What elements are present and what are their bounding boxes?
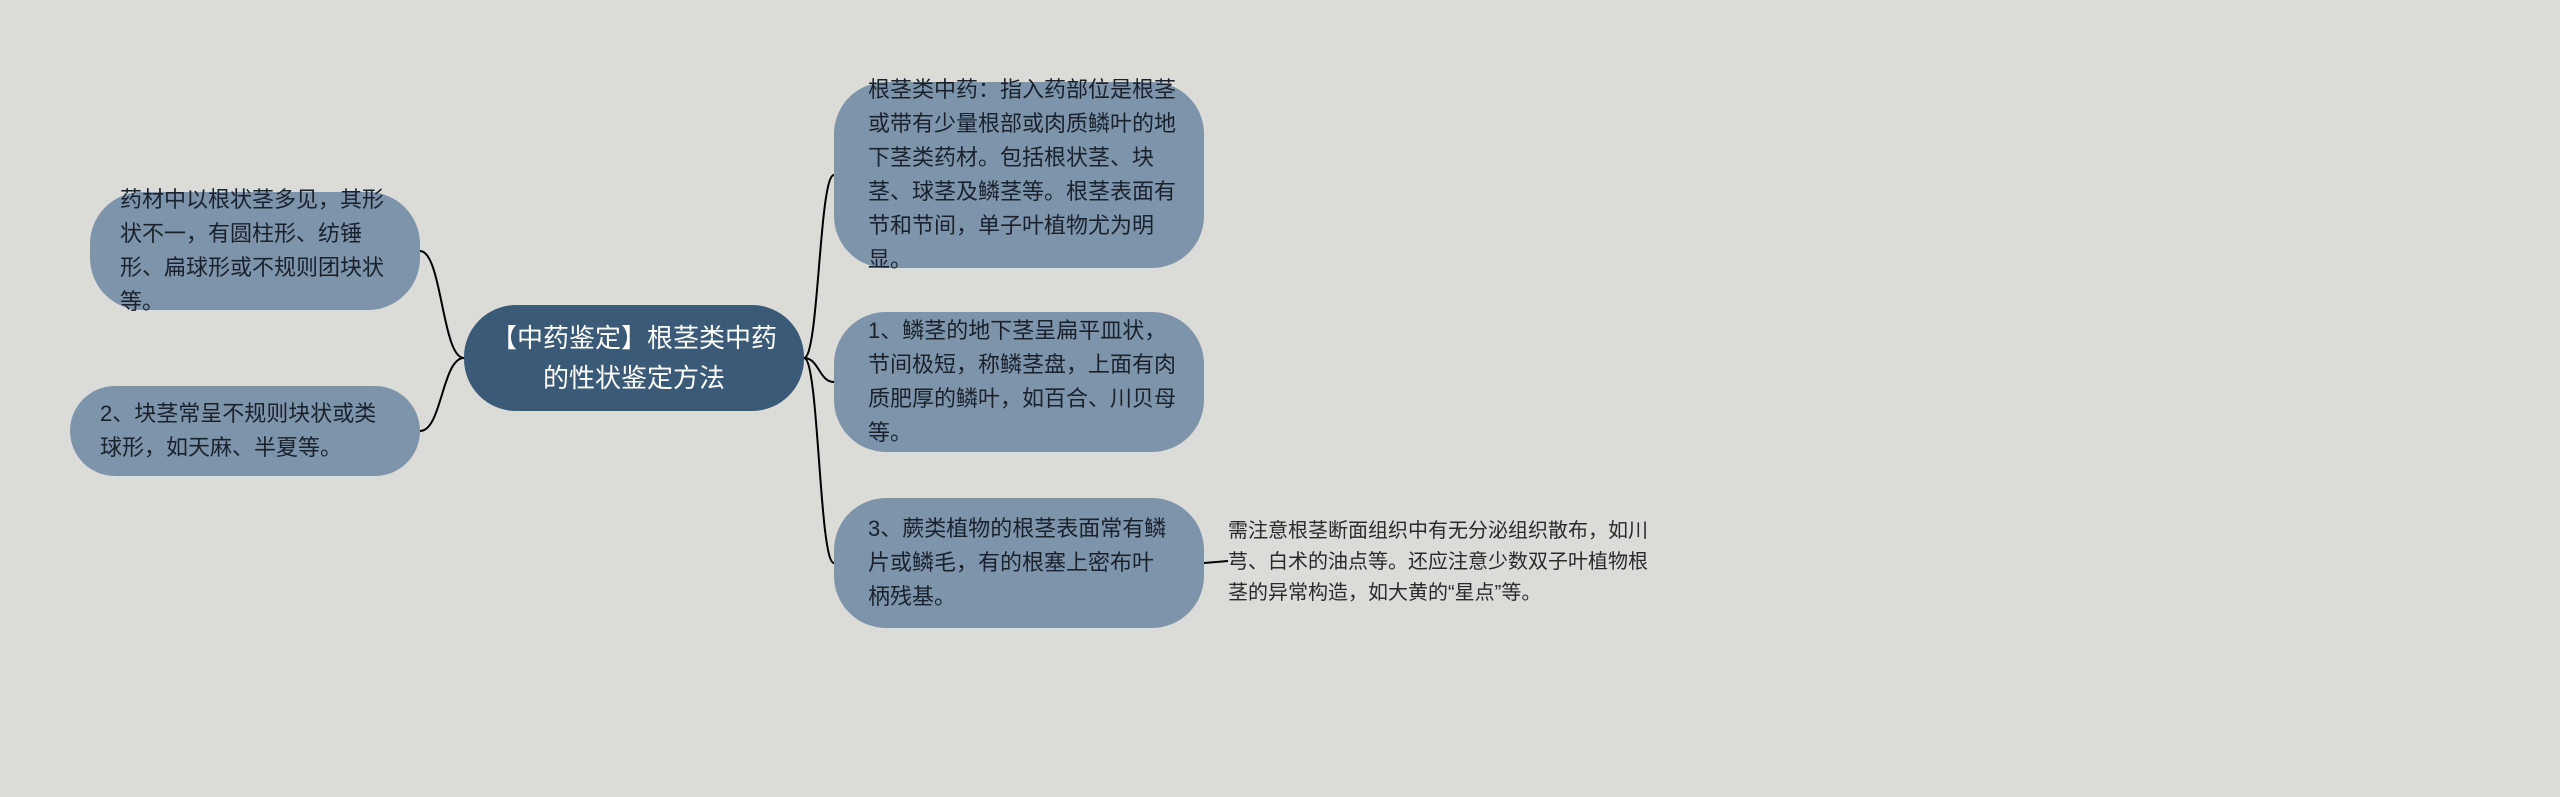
- connector: [1204, 561, 1228, 563]
- mindmap-canvas: 【中药鉴定】根茎类中药的性状鉴定方法 药材中以根状茎多见，其形状不一，有圆柱形、…: [0, 0, 2560, 797]
- branch-left-2[interactable]: 2、块茎常呈不规则块状或类球形，如天麻、半夏等。: [70, 386, 420, 476]
- connector: [804, 175, 834, 358]
- branch-right-1-label: 根茎类中药：指入药部位是根茎或带有少量根部或肉质鳞叶的地下茎类药材。包括根状茎、…: [868, 73, 1178, 278]
- center-node[interactable]: 【中药鉴定】根茎类中药的性状鉴定方法: [464, 305, 804, 411]
- branch-left-1[interactable]: 药材中以根状茎多见，其形状不一，有圆柱形、纺锤形、扁球形或不规则团块状等。: [90, 192, 420, 310]
- branch-right-2[interactable]: 1、鳞茎的地下茎呈扁平皿状，节间极短，称鳞茎盘，上面有肉质肥厚的鳞叶，如百合、川…: [834, 312, 1204, 452]
- leaf-right-3a[interactable]: 需注意根茎断面组织中有无分泌组织散布，如川芎、白术的油点等。还应注意少数双子叶植…: [1228, 516, 1658, 609]
- branch-right-2-label: 1、鳞茎的地下茎呈扁平皿状，节间极短，称鳞茎盘，上面有肉质肥厚的鳞叶，如百合、川…: [868, 314, 1178, 450]
- connector: [420, 358, 464, 431]
- branch-right-3[interactable]: 3、蕨类植物的根茎表面常有鳞片或鳞毛，有的根塞上密布叶柄残基。: [834, 498, 1204, 628]
- connector: [804, 358, 834, 382]
- connector: [420, 251, 464, 358]
- leaf-right-3a-label: 需注意根茎断面组织中有无分泌组织散布，如川芎、白术的油点等。还应注意少数双子叶植…: [1228, 520, 1648, 604]
- center-node-label: 【中药鉴定】根茎类中药的性状鉴定方法: [488, 318, 780, 399]
- branch-left-2-label: 2、块茎常呈不规则块状或类球形，如天麻、半夏等。: [100, 397, 394, 465]
- branch-right-1[interactable]: 根茎类中药：指入药部位是根茎或带有少量根部或肉质鳞叶的地下茎类药材。包括根状茎、…: [834, 82, 1204, 268]
- branch-right-3-label: 3、蕨类植物的根茎表面常有鳞片或鳞毛，有的根塞上密布叶柄残基。: [868, 512, 1174, 614]
- branch-left-1-label: 药材中以根状茎多见，其形状不一，有圆柱形、纺锤形、扁球形或不规则团块状等。: [120, 183, 398, 319]
- connector: [804, 358, 834, 563]
